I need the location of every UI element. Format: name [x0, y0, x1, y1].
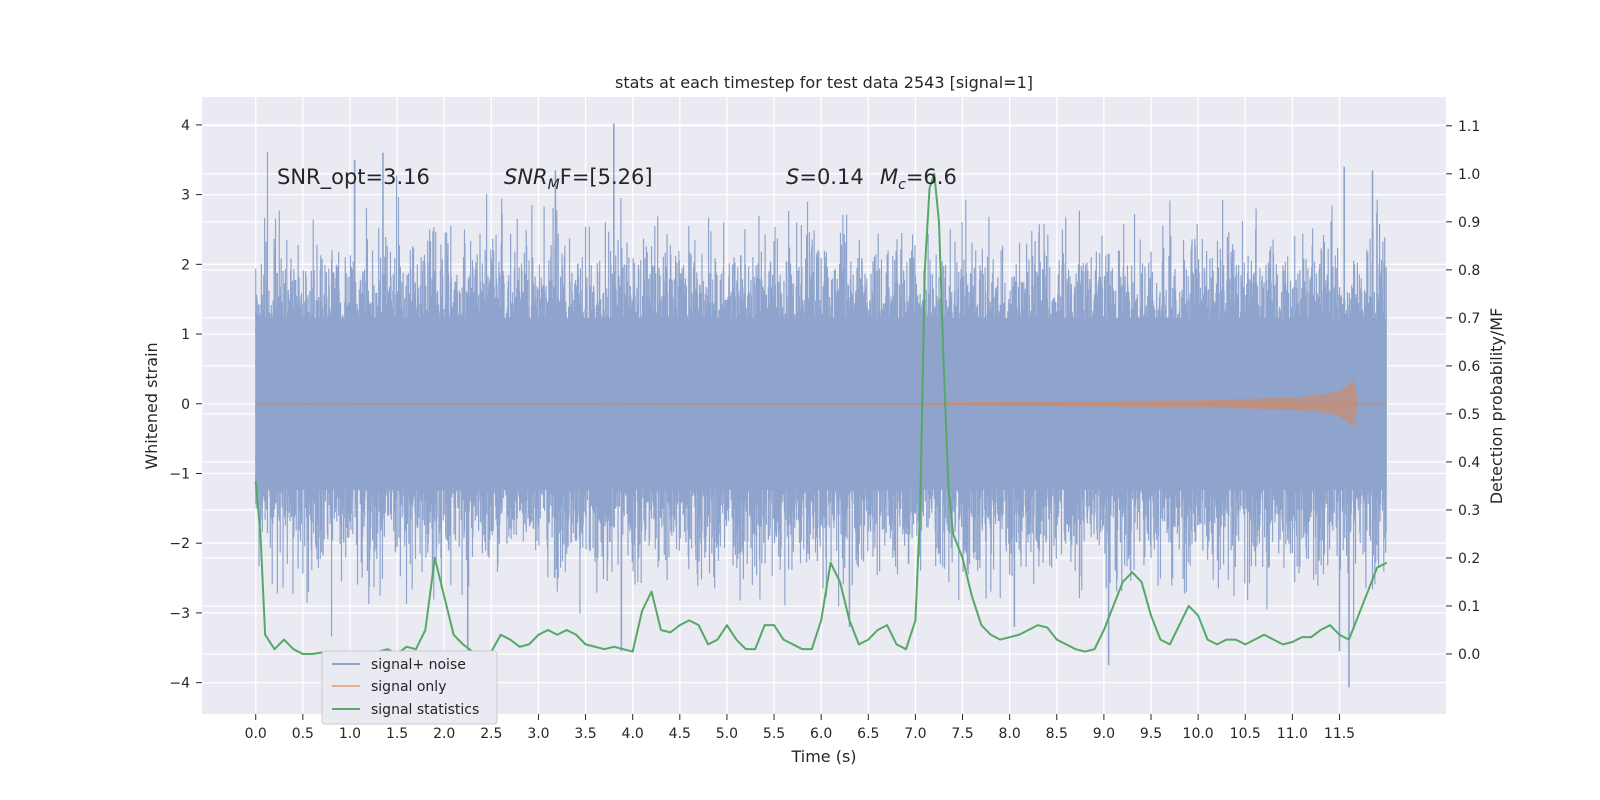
y-tick-label: 1 — [181, 327, 190, 343]
annotation-snr-mf-rest: F=[5.26] — [560, 165, 653, 189]
y2-tick-label: 0.0 — [1458, 647, 1480, 663]
x-tick-label: 10.5 — [1230, 726, 1261, 742]
x-tick-label: 5.0 — [716, 726, 738, 742]
y2-tick-label: 0.4 — [1458, 455, 1480, 471]
annotation-snr-opt: SNR_opt=3.16 — [277, 165, 430, 190]
x-tick-label: 8.5 — [1046, 726, 1068, 742]
stats-line — [254, 172, 1388, 655]
x-tick-label: 9.5 — [1140, 726, 1162, 742]
annotation-snr-mf-sub: M — [548, 177, 560, 193]
x-tick-label: 6.5 — [857, 726, 879, 742]
x-tick-label: 11.5 — [1324, 726, 1355, 742]
legend-label-signal-statistics: signal statistics — [371, 702, 479, 718]
y-tick-label: −4 — [169, 676, 190, 692]
x-tick-label: 2.0 — [433, 726, 455, 742]
y2-tick-label: 0.7 — [1458, 311, 1480, 327]
y-tick-label: 4 — [181, 118, 190, 134]
annotation-s-value: =0.14 — [799, 165, 863, 189]
x-tick-label: 3.5 — [574, 726, 596, 742]
y2-tick-label: 1.1 — [1458, 119, 1480, 135]
y2-tick-label: 0.9 — [1458, 215, 1480, 231]
x-tick-label: 5.5 — [763, 726, 785, 742]
x-tick-label: 4.5 — [669, 726, 691, 742]
x-tick-label: 4.0 — [622, 726, 644, 742]
y2-tick-label: 1.0 — [1458, 167, 1480, 183]
legend-label-signal-noise: signal+ noise — [371, 657, 466, 673]
x-tick-label: 3.0 — [527, 726, 549, 742]
legend: signal+ noise signal only signal statist… — [321, 650, 498, 725]
x-tick-label: 10.0 — [1183, 726, 1214, 742]
y-tick-label: 0 — [181, 397, 190, 413]
y-tick-label: −2 — [169, 536, 190, 552]
x-axis-label: Time (s) — [790, 747, 856, 766]
y-tick-label: −1 — [169, 466, 190, 482]
x-tick-label: 9.0 — [1093, 726, 1115, 742]
x-tick-label: 8.0 — [999, 726, 1021, 742]
y2-tick-label: 0.6 — [1458, 359, 1480, 375]
y-tick-label: 3 — [181, 188, 190, 204]
x-tick-label: 11.0 — [1277, 726, 1308, 742]
y2-tick-label: 0.2 — [1458, 551, 1480, 567]
series-signal-only — [255, 379, 1387, 429]
x-tick-label: 0.0 — [245, 726, 267, 742]
y-axis-left: 4 3 2 1 0 −1 −2 −3 −4 — [169, 118, 202, 692]
annotation-mc: Mc=6.6 — [880, 165, 957, 193]
x-tick-label: 1.5 — [386, 726, 408, 742]
y2-tick-label: 0.3 — [1458, 503, 1480, 519]
noise-spikes — [353, 123, 1374, 688]
annotation-mc-base: M — [880, 165, 898, 189]
x-tick-label: 0.5 — [292, 726, 314, 742]
y-axis-label: Whitened strain — [142, 342, 161, 469]
x-tick-label: 7.0 — [904, 726, 926, 742]
x-tick-label: 7.5 — [951, 726, 973, 742]
annotation-s-var: S — [786, 165, 799, 189]
legend-box — [321, 650, 498, 725]
annotation-mc-sub: c — [898, 177, 906, 193]
series-signal-statistics — [254, 172, 1388, 655]
annotation-mc-value: =6.6 — [906, 165, 957, 189]
y2-tick-label: 0.5 — [1458, 407, 1480, 423]
y-tick-label: 2 — [181, 257, 190, 273]
y2-tick-label: 0.8 — [1458, 263, 1480, 279]
annotation-s: S=0.14 — [786, 165, 864, 189]
x-tick-label: 1.0 — [339, 726, 361, 742]
x-tick-label: 6.0 — [810, 726, 832, 742]
y-axis-right: 1.1 1.0 0.9 0.8 0.7 0.6 0.5 0.4 0.3 0.2 0.1 0.0 — [1446, 119, 1480, 663]
x-axis: 0.0 0.5 1.0 1.5 2.0 2.5 3.0 3.5 4.0 4.5 5.0 5.5 6.0 6… — [245, 714, 1355, 742]
annotation-snr-mf: SNRMF=[5.26] — [504, 165, 653, 193]
y-tick-label: −3 — [169, 606, 190, 622]
annotation-snr-mf-base: SNR — [504, 165, 548, 189]
x-tick-label: 2.5 — [480, 726, 502, 742]
legend-label-signal-only: signal only — [371, 679, 446, 695]
y2-axis-label: Detection probability/MF — [1487, 308, 1506, 505]
chart-title: stats at each timestep for test data 254… — [615, 73, 1033, 92]
y2-tick-label: 0.1 — [1458, 599, 1480, 615]
